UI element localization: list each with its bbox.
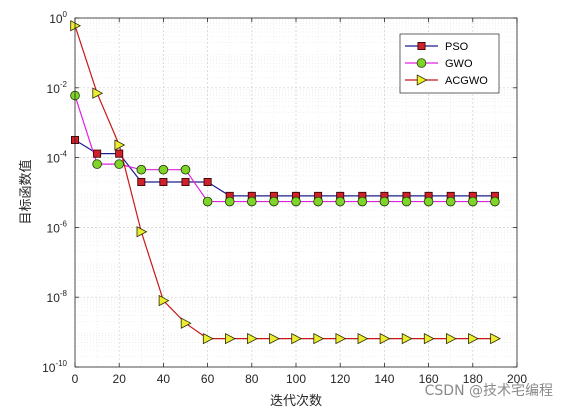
gwo-point [180, 164, 191, 175]
acgwo-point [70, 20, 82, 32]
gwo-point [202, 196, 213, 207]
acgwo-point [224, 332, 236, 345]
x-tick-label: 160 [419, 372, 439, 386]
x-tick-label: 40 [157, 372, 171, 386]
pso-point [181, 177, 190, 186]
y-tick-label: 10-6 [47, 219, 68, 235]
y-tick-label: 100 [49, 10, 67, 26]
watermark: CSDN @技术宅编程 [425, 383, 553, 399]
legend-acgwo-marker [416, 74, 428, 86]
legend-pso-label: PSO [445, 41, 469, 53]
series-markers [70, 20, 501, 345]
gwo-point [445, 196, 456, 207]
gwo-point [423, 196, 434, 207]
legend: PSO GWO ACGWO [399, 33, 500, 94]
x-tick-label: 60 [201, 372, 215, 386]
x-tick-label: 0 [72, 372, 79, 386]
pso-point [93, 149, 102, 158]
y-axis-label: 目标函数值 [18, 159, 34, 224]
acgwo-point [269, 332, 280, 345]
gwo-point [158, 164, 169, 175]
gwo-point [313, 196, 323, 207]
acgwo-point [114, 139, 126, 151]
gwo-point [467, 196, 478, 207]
legend-gwo-label: GWO [445, 58, 473, 70]
gwo-point [291, 196, 301, 207]
x-tick-label: 180 [463, 372, 483, 386]
acgwo-point [291, 332, 303, 345]
acgwo-point [92, 87, 104, 99]
acgwo-point [158, 294, 170, 307]
acgwo-point [335, 332, 347, 345]
acgwo-point [445, 332, 457, 345]
pso-point [203, 177, 212, 186]
y-tick-label: 10-10 [42, 359, 67, 375]
legend-gwo-marker [416, 58, 427, 68]
x-tick-label: 100 [286, 372, 306, 386]
acgwo-point [313, 332, 325, 345]
pso-point [137, 177, 146, 186]
gwo-point [136, 164, 147, 175]
legend-acgwo-label: ACGWO [445, 75, 488, 87]
x-tick-label: 140 [374, 372, 394, 386]
x-tick-label: 120 [330, 372, 350, 386]
gwo-point [92, 159, 102, 169]
acgwo-point [202, 332, 214, 345]
acgwo-point [180, 317, 192, 329]
pso-point [159, 177, 168, 186]
x-tick-label: 80 [245, 372, 259, 386]
y-tick-label: 10-8 [47, 289, 68, 305]
acgwo-point [423, 332, 435, 345]
acgwo-point [490, 332, 501, 345]
x-axis-label: 迭代次数 [270, 393, 322, 409]
acgwo-point [468, 332, 479, 345]
acgwo-point [357, 332, 369, 345]
gwo-point [357, 196, 368, 207]
y-tick-label: 10-4 [47, 150, 68, 166]
x-tick-label: 20 [113, 372, 127, 386]
pso-point [115, 149, 124, 158]
gwo-point [247, 196, 257, 207]
acgwo-point [379, 332, 391, 345]
gwo-point [490, 196, 500, 207]
gwo-point [401, 196, 412, 207]
y-tick-label: 10-2 [47, 80, 68, 96]
gwo-point [224, 196, 235, 207]
acgwo-point [136, 226, 148, 238]
gwo-point [269, 196, 279, 207]
acgwo-point [247, 332, 258, 345]
x-tick-label: 200 [507, 372, 527, 386]
gwo-point [114, 159, 124, 169]
axes: 0 20 40 60 80 100 120 140 160 180 200 100 10-2 10-4 10… [42, 10, 527, 386]
legend-pso-marker [417, 42, 426, 51]
gwo-point [335, 196, 346, 207]
acgwo-point [401, 332, 413, 345]
gwo-point [379, 196, 390, 207]
